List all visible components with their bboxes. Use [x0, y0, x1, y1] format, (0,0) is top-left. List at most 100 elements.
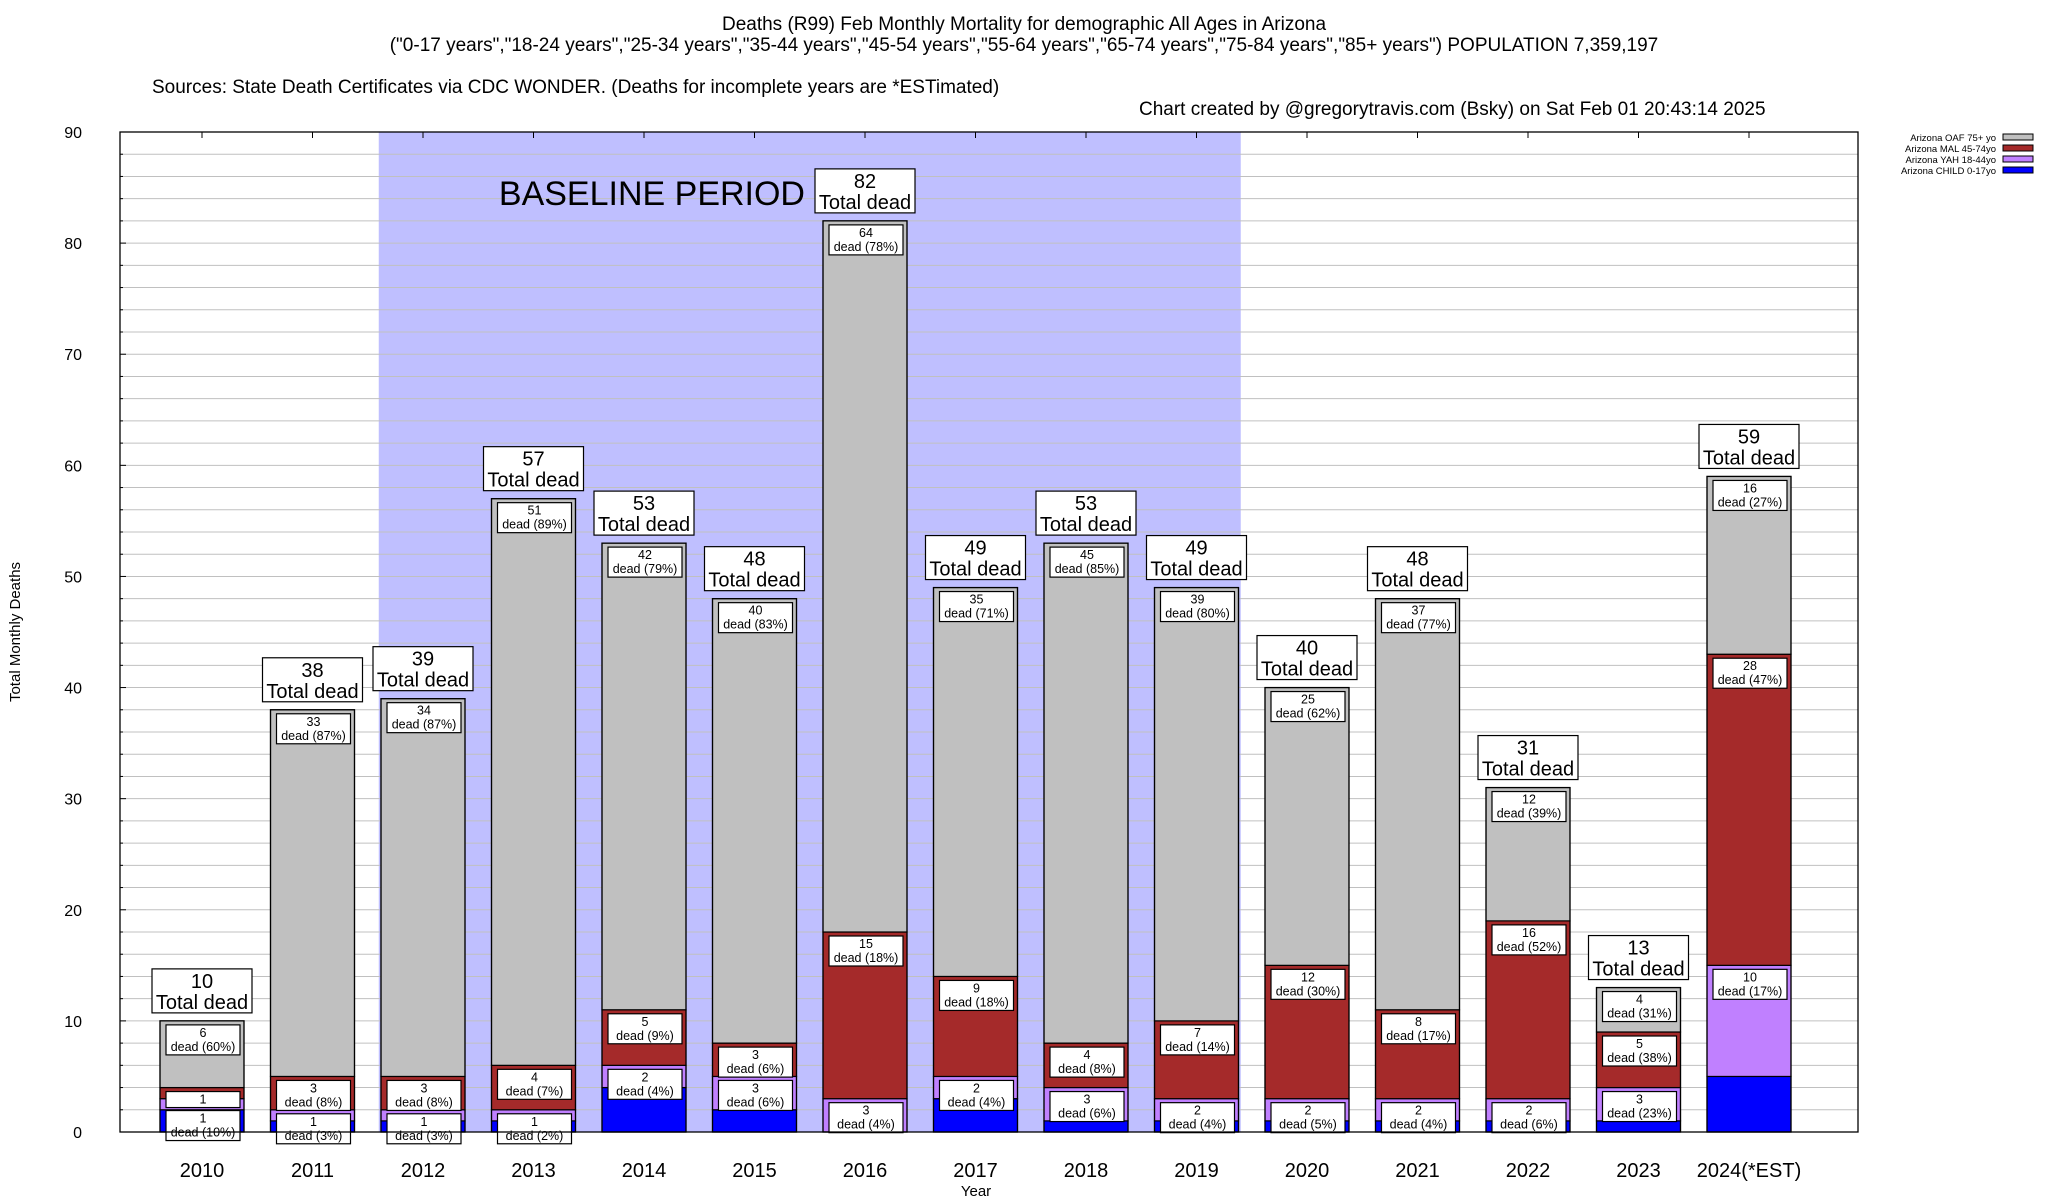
total-label-box	[1256, 634, 1358, 681]
segment-label-box	[1601, 1090, 1678, 1123]
segment-label-text: dead (4%)	[837, 1118, 895, 1132]
segment-label-box	[938, 590, 1015, 623]
credit-text: Chart created by @gregorytravis.com (Bsk…	[1139, 99, 1766, 120]
segment-label-text: dead (79%)	[613, 562, 678, 576]
segment-label-text: dead (18%)	[834, 951, 899, 965]
segment-label: 1	[165, 1090, 241, 1109]
y-tick-label: 70	[64, 347, 82, 364]
segment-label-text: 9	[973, 981, 980, 995]
segment-label-text: 3	[421, 1081, 428, 1095]
segment-label-box	[165, 1024, 241, 1056]
segment-label-box	[275, 713, 352, 745]
legend-label: Arizona MAL 45-74yo	[1905, 144, 1996, 155]
total-label-box	[261, 657, 364, 703]
segment-label-text: 3	[1636, 1093, 1643, 1107]
segment-label-box	[1380, 1013, 1457, 1045]
total-label-text: Total dead	[487, 470, 579, 492]
bar-segment	[601, 542, 687, 1011]
legend-item: Arizona CHILD 0-17yo	[1901, 166, 2034, 177]
total-label-text: Total dead	[266, 681, 358, 703]
x-tick-label: 2021	[1395, 1160, 1440, 1182]
segment-label-text: 4	[1636, 993, 1643, 1007]
total-label-box	[924, 534, 1027, 581]
y-tick-label: 30	[64, 792, 82, 809]
legend-swatch	[2002, 133, 2034, 141]
segment-label-text: dead (8%)	[395, 1095, 453, 1109]
x-tick-label: 2011	[291, 1160, 334, 1182]
legend-item: Arizona OAF 75+ yo	[1910, 133, 2034, 144]
segment-label-text: dead (30%)	[1276, 984, 1341, 998]
x-tick-label: 2022	[1506, 1160, 1551, 1182]
segment-label-box	[1601, 990, 1678, 1023]
total-label-box	[1477, 734, 1579, 781]
total-label-value: 38	[301, 660, 323, 682]
segment-label-text: dead (14%)	[1165, 1040, 1230, 1054]
segment-label-box	[828, 1102, 904, 1134]
segment-label-box	[165, 1090, 241, 1109]
y-tick-label: 40	[64, 681, 82, 698]
bar-segment	[932, 586, 1019, 978]
segment-label-text: 2	[642, 1070, 649, 1084]
x-axis-ticks: 2010 2011 2012 2013 2014 2015 2016 2017 2018 2019…	[180, 132, 1802, 1182]
segment-label-text: dead (9%)	[616, 1029, 674, 1043]
total-label-text: Total dead	[1592, 959, 1684, 981]
segment-label-box	[386, 702, 462, 734]
x-tick-label: 2012	[401, 1160, 446, 1182]
segment-label-box	[386, 1113, 462, 1145]
total-label-value: 57	[522, 449, 544, 471]
legend-label: Arizona CHILD 0-17yo	[1901, 166, 1996, 177]
bar-segment	[1706, 653, 1792, 966]
segment-label-box	[1380, 602, 1457, 634]
total-label-value: 82	[854, 171, 876, 193]
segment-label-box	[1712, 968, 1788, 1000]
x-tick-label: 2024(*EST)	[1697, 1160, 1802, 1182]
segment-label-text: 2	[973, 1081, 980, 1095]
segment-label-box	[1159, 1102, 1236, 1134]
total-label-value: 13	[1627, 938, 1649, 960]
total-label-value: 40	[1296, 638, 1318, 660]
legend-swatch	[2002, 144, 2034, 152]
segment-label-box	[1712, 657, 1788, 689]
segment-label-text: dead (6%)	[1058, 1107, 1116, 1121]
segment-label-text: 35	[970, 593, 984, 607]
baseline-period-label: BASELINE PERIOD	[499, 175, 805, 213]
segment-label-text: dead (18%)	[944, 995, 1009, 1009]
y-tick-label: 90	[64, 125, 82, 142]
total-label-value: 48	[743, 549, 765, 571]
total-label-value: 53	[1075, 493, 1097, 515]
bar-segment	[1043, 1120, 1129, 1133]
segment-label-box	[275, 1079, 352, 1112]
segment-label-text: 16	[1743, 481, 1757, 495]
segment-label-box	[496, 1113, 573, 1145]
segment-label-text: dead (8%)	[285, 1095, 343, 1109]
total-label-box	[151, 968, 253, 1014]
bar-segment	[490, 498, 577, 1066]
x-tick-label: 2015	[732, 1160, 777, 1182]
segment-label-text: 2	[1305, 1104, 1312, 1118]
total-label-box	[703, 546, 806, 592]
segment-label-text: 51	[528, 504, 542, 518]
segment-label-box	[1491, 1102, 1567, 1134]
segment-label-text: dead (2%)	[506, 1129, 564, 1143]
segment-label-box	[1270, 1102, 1346, 1134]
segment-label-box	[1049, 1046, 1125, 1078]
